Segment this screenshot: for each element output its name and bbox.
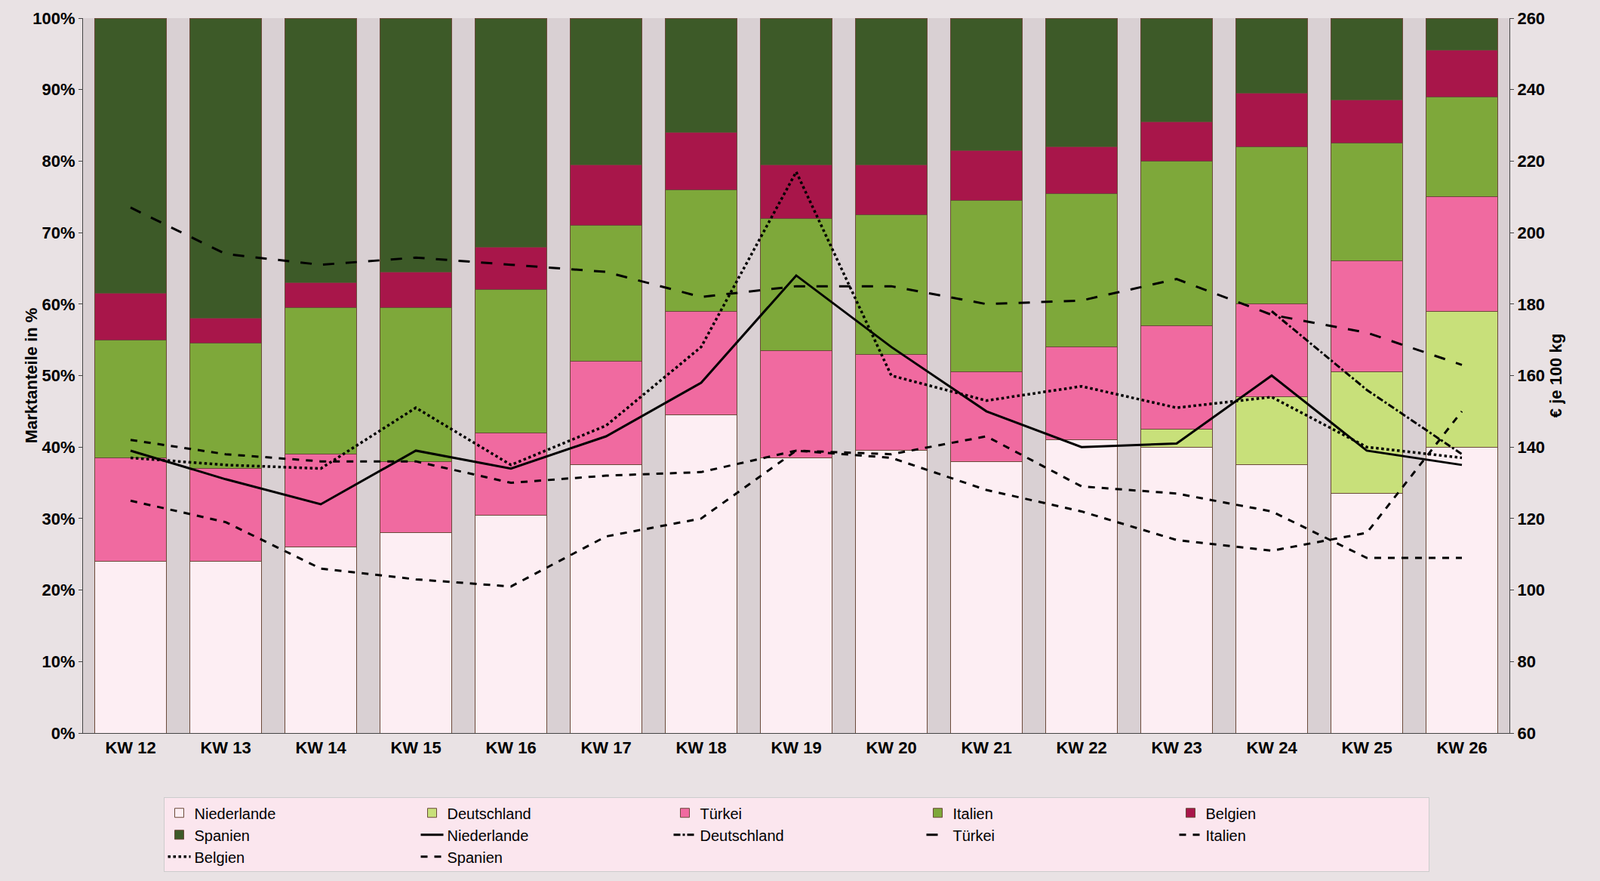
svg-text:Türkei: Türkei: [953, 827, 996, 844]
svg-text:KW 17: KW 17: [580, 738, 631, 757]
svg-text:KW 14: KW 14: [295, 738, 347, 757]
svg-text:160: 160: [1516, 366, 1545, 385]
svg-text:120: 120: [1516, 509, 1545, 529]
svg-text:KW 15: KW 15: [390, 738, 441, 757]
svg-text:KW 21: KW 21: [960, 738, 1012, 757]
svg-text:20%: 20%: [42, 580, 76, 600]
svg-text:Spanien: Spanien: [447, 849, 503, 866]
svg-text:Marktanteile in %: Marktanteile in %: [21, 307, 41, 444]
svg-text:Italien: Italien: [953, 805, 994, 822]
svg-text:€ je 100 kg: € je 100 kg: [1546, 333, 1566, 418]
svg-text:220: 220: [1516, 151, 1545, 171]
svg-text:KW 18: KW 18: [675, 738, 727, 757]
svg-text:KW 24: KW 24: [1246, 738, 1298, 757]
svg-text:100: 100: [1516, 580, 1545, 600]
svg-text:0%: 0%: [51, 723, 76, 743]
svg-text:70%: 70%: [42, 223, 76, 243]
svg-text:Italien: Italien: [1206, 827, 1247, 844]
svg-text:KW 22: KW 22: [1055, 738, 1107, 757]
svg-text:140: 140: [1516, 437, 1545, 457]
svg-text:Deutschland: Deutschland: [447, 805, 532, 822]
svg-text:KW 12: KW 12: [104, 738, 156, 757]
svg-text:Belgien: Belgien: [1206, 805, 1257, 822]
svg-text:KW 16: KW 16: [485, 738, 536, 757]
svg-text:60: 60: [1516, 723, 1536, 743]
svg-text:30%: 30%: [42, 509, 76, 529]
svg-text:Deutschland: Deutschland: [700, 827, 785, 844]
svg-text:80: 80: [1516, 652, 1536, 671]
svg-text:100%: 100%: [32, 9, 75, 28]
svg-text:240: 240: [1516, 80, 1545, 99]
svg-text:40%: 40%: [42, 437, 76, 457]
svg-text:KW 25: KW 25: [1341, 738, 1392, 757]
svg-text:KW 26: KW 26: [1436, 738, 1487, 757]
svg-text:90%: 90%: [42, 80, 76, 99]
svg-text:50%: 50%: [42, 366, 76, 385]
svg-text:180: 180: [1516, 295, 1545, 314]
svg-text:KW 19: KW 19: [770, 738, 822, 757]
svg-text:Belgien: Belgien: [194, 849, 246, 866]
svg-text:Türkei: Türkei: [700, 805, 743, 822]
svg-text:KW 13: KW 13: [200, 738, 251, 757]
svg-text:200: 200: [1516, 223, 1545, 243]
svg-text:KW 23: KW 23: [1150, 738, 1202, 757]
svg-text:Niederlande: Niederlande: [194, 805, 277, 822]
svg-text:KW 20: KW 20: [865, 738, 917, 757]
svg-text:Spanien: Spanien: [194, 827, 250, 844]
svg-text:260: 260: [1516, 9, 1545, 28]
svg-text:Niederlande: Niederlande: [447, 827, 530, 844]
svg-text:60%: 60%: [42, 295, 76, 314]
svg-text:80%: 80%: [42, 151, 76, 171]
svg-text:10%: 10%: [42, 652, 76, 671]
